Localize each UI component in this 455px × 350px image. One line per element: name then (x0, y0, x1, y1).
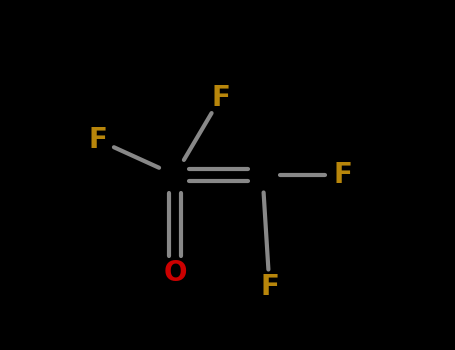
Text: F: F (334, 161, 353, 189)
Text: F: F (211, 84, 230, 112)
Text: F: F (89, 126, 107, 154)
Text: O: O (163, 259, 187, 287)
Text: F: F (260, 273, 279, 301)
